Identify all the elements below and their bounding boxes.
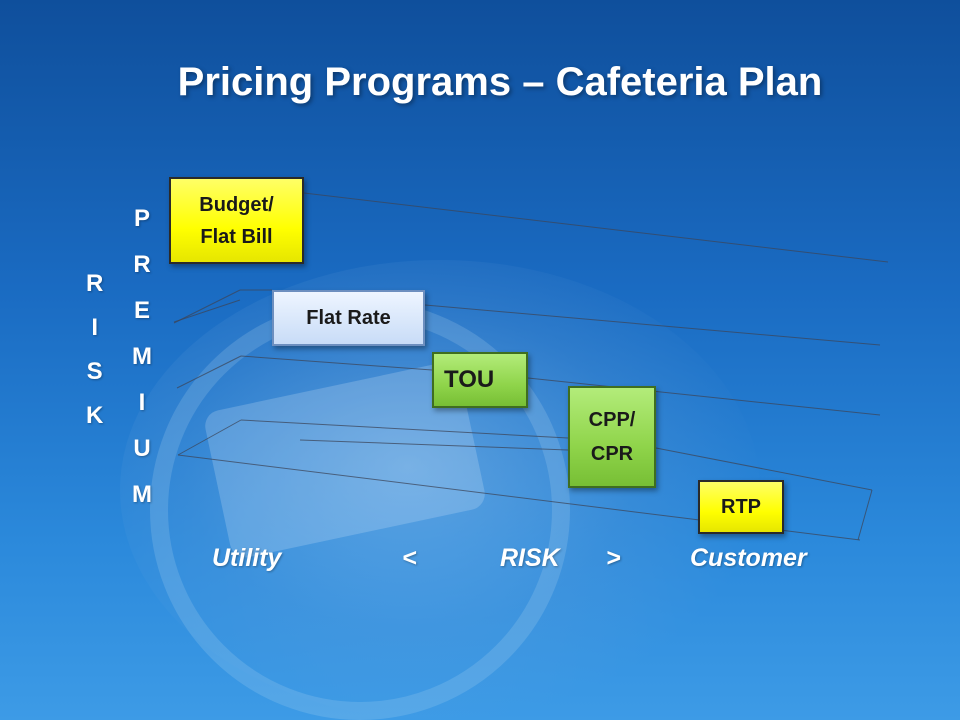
premium-letter: I [138,389,146,416]
premium-letter: M [132,343,152,370]
premium-letter: R [133,251,151,278]
plane-line [299,439,569,451]
program-box-cpp-cpr: CPP/ CPR [568,386,656,488]
axis-arrow-left: < [402,544,417,572]
premium-letter: P [133,205,150,232]
plane-line [424,304,881,346]
plane-line [173,299,241,323]
risk-letter: K [86,402,104,429]
risk-letter: I [91,314,98,341]
risk-letter: S [86,358,103,385]
axis-label-customer: Customer [690,544,807,572]
premium-letter: U [133,435,151,462]
plane-line [655,447,873,491]
axis-label-risk: RISK [500,544,560,572]
plane-line [857,489,873,541]
risk-vertical-label: R I S K [86,262,103,438]
plane-line [527,377,881,416]
plane-line [177,419,242,456]
risk-letter: R [86,270,104,297]
axis-label-utility: Utility [212,544,282,572]
slide-title: Pricing Programs – Cafeteria Plan [177,60,823,104]
axis-arrow-right: > [606,544,621,572]
premium-letter: M [132,481,152,508]
plane-line [240,419,569,439]
premium-letter: E [133,297,150,324]
program-box-tou: TOU [432,352,528,408]
plane-line [173,289,241,324]
premium-vertical-label: P R E M I U M [132,196,152,518]
plane-line [240,355,433,371]
program-box-rtp: RTP [698,480,784,534]
plane-line [303,192,889,263]
program-box-flat-rate: Flat Rate [272,290,425,346]
plane-line [176,355,242,389]
program-box-budget-flat-bill: Budget/ Flat Bill [169,177,304,264]
